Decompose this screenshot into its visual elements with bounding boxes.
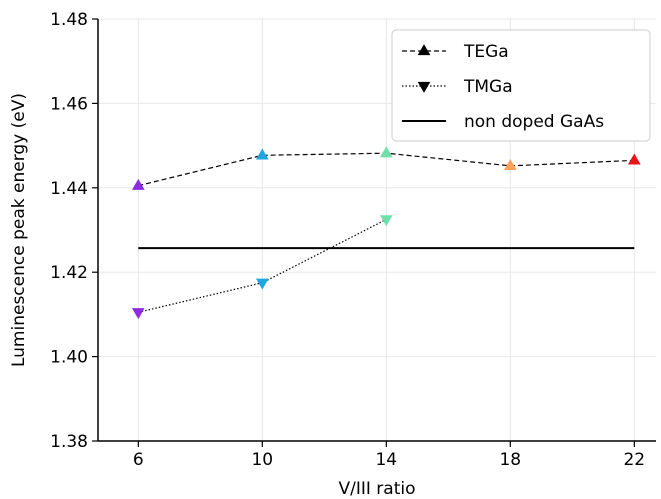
x-tick-label: 22	[623, 450, 645, 470]
x-tick-label: 10	[251, 450, 273, 470]
x-tick-label: 6	[133, 450, 144, 470]
legend-marker-tmga	[417, 81, 431, 93]
data-point-tega	[131, 178, 145, 190]
data-point-tega	[503, 159, 517, 171]
x-tick-label: 14	[375, 450, 397, 470]
y-tick-label: 1.44	[50, 179, 88, 199]
y-tick-label: 1.48	[50, 10, 88, 30]
legend-box	[391, 29, 651, 142]
axes: 6 10 14 18 22 1.38 1.40 1.42 1.44 1.46 1.48	[50, 10, 656, 470]
y-tick-label: 1.46	[50, 94, 88, 114]
data-point-tmga	[379, 215, 393, 227]
x-axis-label: V/III ratio	[339, 479, 416, 499]
legend-marker-tega	[417, 44, 431, 56]
y-axis-label: Luminescence peak energy (eV)	[9, 93, 29, 367]
series-layer	[131, 146, 641, 320]
legend-label: TMGa	[463, 77, 513, 97]
legend: TEGa TMGa non doped GaAs	[391, 29, 651, 142]
y-tick-label: 1.38	[50, 432, 88, 452]
legend-label: non doped GaAs	[464, 112, 604, 132]
data-point-tmga	[255, 278, 269, 290]
y-tick-label: 1.42	[50, 263, 88, 283]
y-tick-label: 1.40	[50, 348, 88, 368]
data-point-tega	[627, 153, 641, 165]
data-point-tega	[255, 148, 269, 160]
legend-label: TEGa	[463, 42, 509, 62]
x-tick-label: 18	[499, 450, 521, 470]
data-point-tmga	[131, 308, 145, 320]
data-point-tega	[379, 146, 393, 158]
